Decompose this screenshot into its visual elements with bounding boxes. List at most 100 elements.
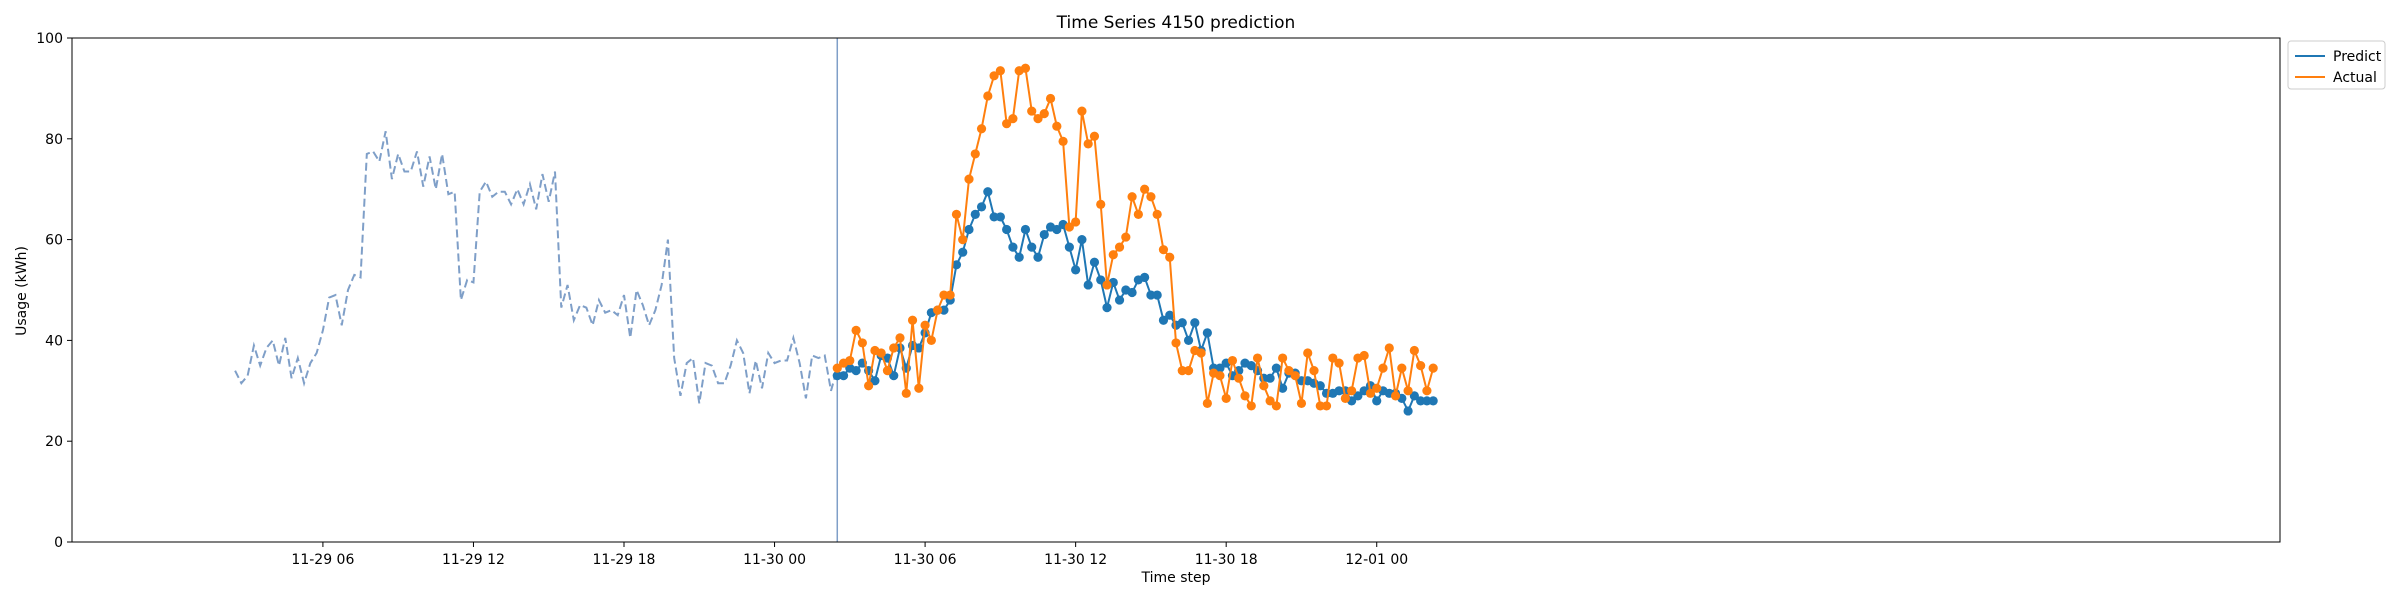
actual-series xyxy=(832,63,1438,411)
actual-point xyxy=(958,235,968,245)
y-tick-label: 20 xyxy=(45,434,63,450)
actual-point xyxy=(1127,192,1137,202)
actual-point xyxy=(1114,242,1125,252)
predict-point xyxy=(951,260,962,270)
predict-line xyxy=(837,188,1434,414)
actual-point xyxy=(1340,393,1350,403)
actual-point xyxy=(1146,192,1156,202)
actual-point xyxy=(1284,366,1294,376)
predict-point xyxy=(1114,295,1125,305)
actual-point xyxy=(1221,393,1231,403)
y-tick-label: 40 xyxy=(45,333,63,349)
predict-point xyxy=(1077,235,1087,245)
x-tick-label: 11-29 18 xyxy=(593,552,656,568)
actual-point xyxy=(1033,114,1043,124)
actual-point xyxy=(914,383,924,393)
predict-point xyxy=(1202,328,1212,338)
predict-point xyxy=(1102,303,1112,313)
actual-point xyxy=(1234,373,1244,383)
predict-point xyxy=(1014,252,1024,262)
y-axis-label: Usage (kWh) xyxy=(14,246,30,336)
predict-point xyxy=(970,209,980,219)
predict-point xyxy=(976,202,987,212)
actual-point xyxy=(1089,131,1100,141)
actual-point xyxy=(1202,398,1212,408)
x-tick-label: 12-01 00 xyxy=(1345,552,1408,568)
actual-point xyxy=(1008,114,1018,124)
actual-point xyxy=(1372,383,1382,393)
predict-point xyxy=(838,371,849,381)
actual-point xyxy=(1071,217,1081,227)
actual-point xyxy=(1378,363,1388,373)
actual-point xyxy=(976,124,987,134)
actual-point xyxy=(1271,401,1281,411)
x-axis-label: Time step xyxy=(1141,570,1211,586)
actual-point xyxy=(995,66,1005,76)
actual-point xyxy=(1171,338,1181,348)
actual-point xyxy=(920,320,930,330)
actual-point xyxy=(1265,396,1275,406)
actual-point xyxy=(1428,363,1438,373)
predict-point xyxy=(1428,396,1438,406)
actual-point xyxy=(1259,381,1269,391)
actual-point xyxy=(1039,109,1049,119)
actual-point xyxy=(951,209,962,219)
actual-point xyxy=(1397,363,1407,373)
predict-point xyxy=(1246,361,1256,371)
actual-point xyxy=(970,149,980,159)
actual-point xyxy=(1108,250,1118,260)
actual-point xyxy=(1240,391,1250,401)
predict-point xyxy=(1183,335,1194,345)
actual-point xyxy=(845,355,855,366)
actual-point xyxy=(1002,119,1012,129)
axes: 0 20 40 60 80 100 11-29 06 11-29 12 11-29 18 11-3… xyxy=(36,31,2281,568)
predict-point xyxy=(1052,224,1062,235)
predict-point xyxy=(1190,318,1200,328)
y-tick-label: 0 xyxy=(54,535,63,551)
actual-point xyxy=(1196,348,1206,358)
actual-point xyxy=(1077,106,1087,116)
actual-point xyxy=(1416,361,1426,371)
predict-point xyxy=(1020,224,1031,235)
predict-point xyxy=(995,212,1005,222)
actual-point xyxy=(1347,386,1357,396)
actual-point xyxy=(989,71,999,81)
predict-point xyxy=(1177,318,1187,328)
x-tick-label: 11-30 06 xyxy=(894,552,957,568)
actual-point xyxy=(933,305,943,315)
predict-point xyxy=(958,247,968,257)
actual-point xyxy=(1403,386,1413,396)
predict-point xyxy=(1033,252,1043,262)
actual-point xyxy=(1309,366,1319,376)
actual-point xyxy=(832,363,842,373)
predict-point xyxy=(1083,280,1093,290)
actual-point xyxy=(1152,209,1162,219)
actual-point xyxy=(882,366,893,376)
predict-point xyxy=(1002,224,1012,235)
actual-point xyxy=(857,338,867,348)
actual-point xyxy=(1321,401,1332,411)
history-line xyxy=(234,131,839,404)
actual-point xyxy=(1290,371,1300,381)
actual-point xyxy=(1083,139,1093,149)
predict-point xyxy=(1215,363,1225,373)
actual-point xyxy=(1384,343,1394,353)
actual-point xyxy=(1183,366,1194,376)
predict-point xyxy=(1353,391,1363,401)
predict-point xyxy=(1071,265,1081,275)
predict-point xyxy=(1089,257,1100,267)
actual-point xyxy=(1064,222,1074,232)
x-tick-label: 11-30 00 xyxy=(743,552,806,568)
actual-point xyxy=(964,174,974,184)
actual-point xyxy=(876,348,886,358)
actual-point xyxy=(1052,121,1062,131)
predict-point xyxy=(870,376,880,386)
predict-point xyxy=(1372,396,1382,406)
predict-point xyxy=(1064,242,1074,252)
predict-point xyxy=(1039,229,1049,240)
actual-point xyxy=(889,343,899,353)
legend-label-actual: Actual xyxy=(2333,70,2377,86)
actual-point xyxy=(945,290,955,300)
